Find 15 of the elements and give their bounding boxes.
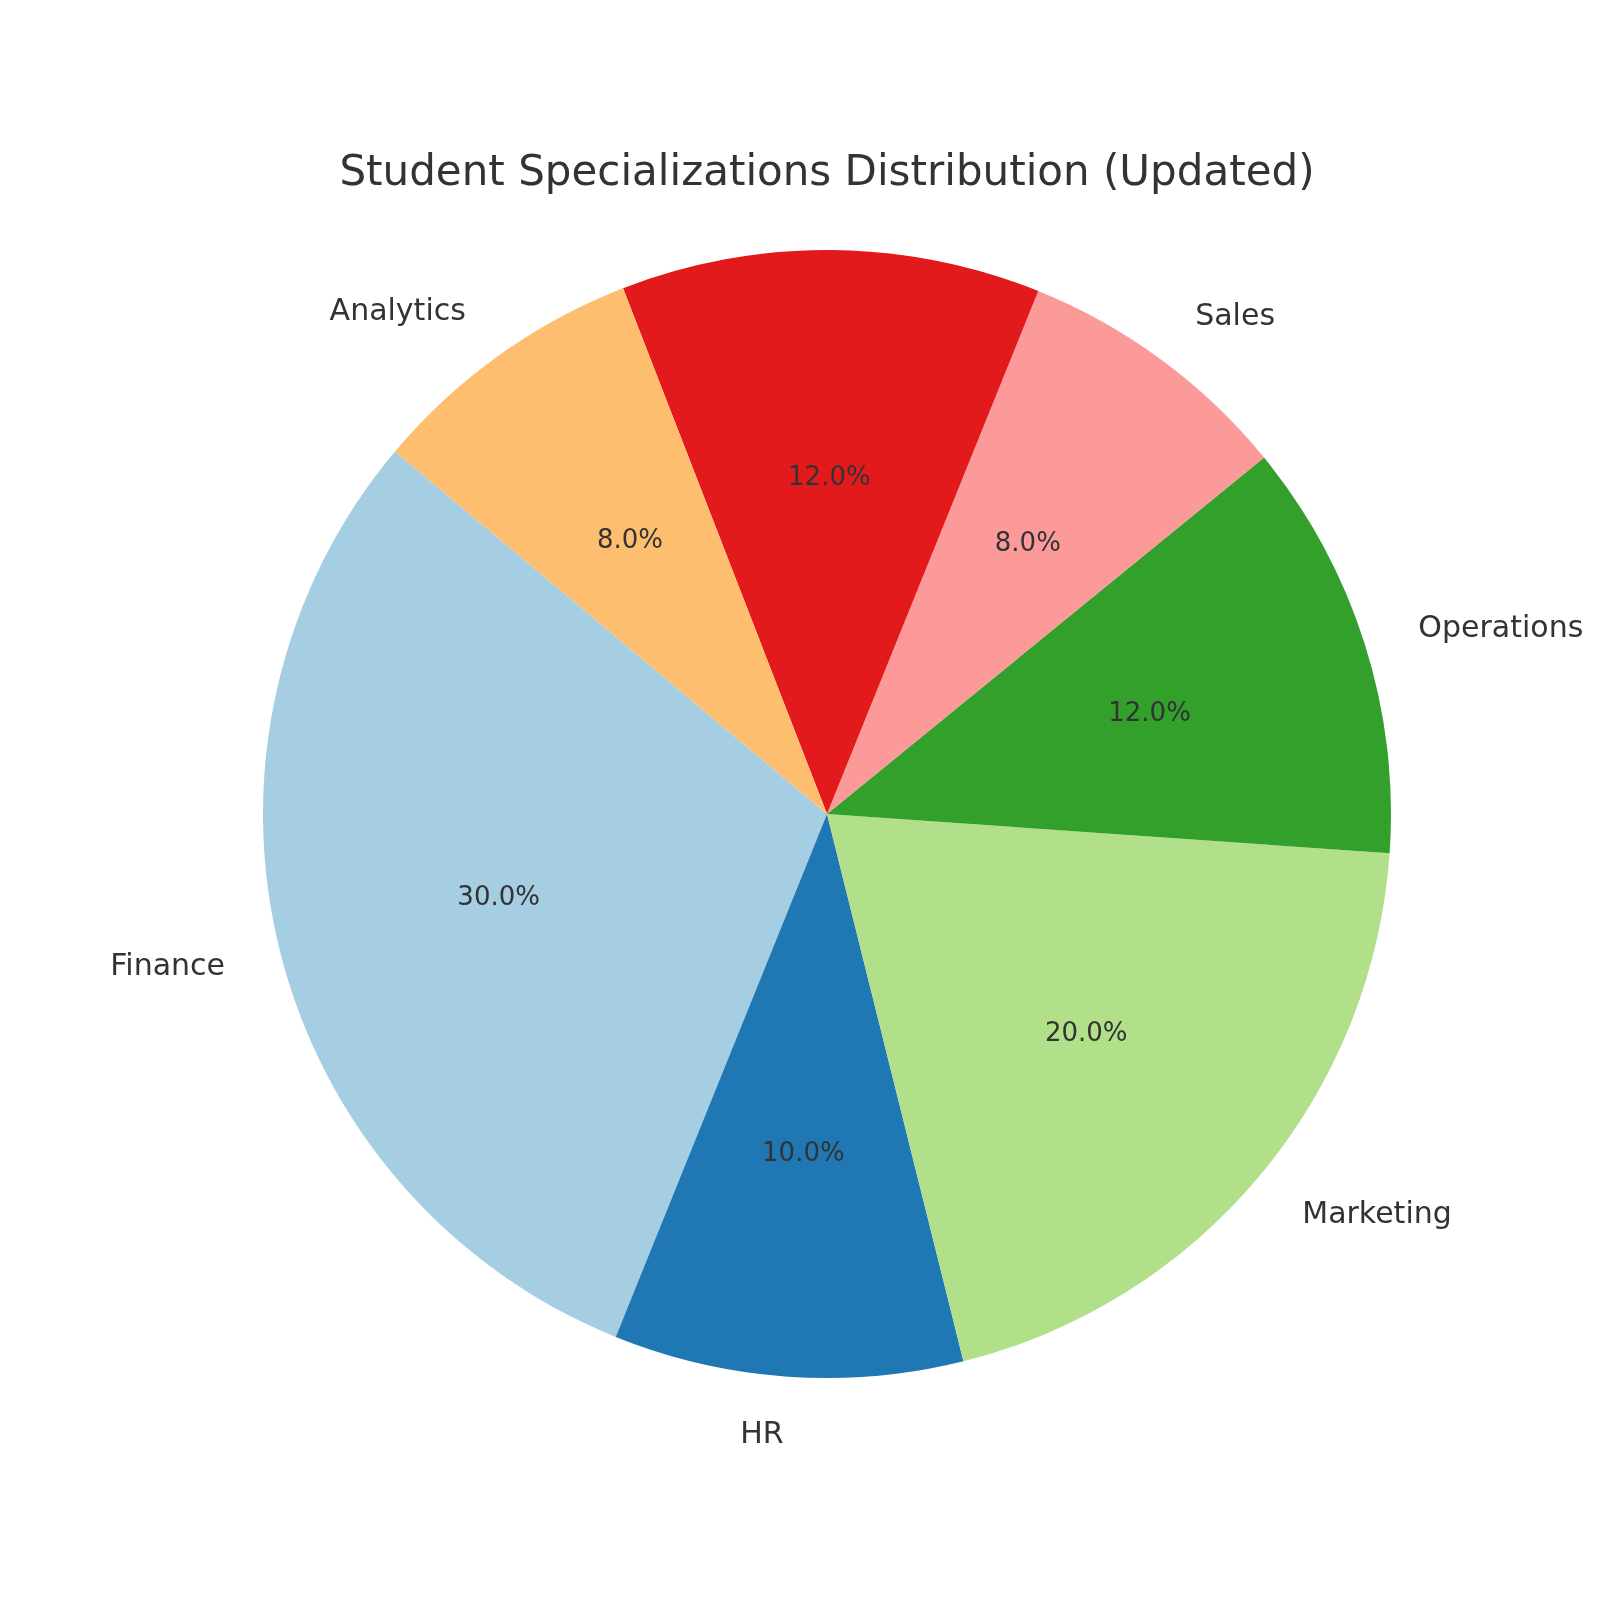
data-label: 10.0% — [762, 1136, 845, 1167]
data-label: 30.0% — [457, 880, 540, 911]
slice-label: Analytics — [329, 292, 466, 328]
data-label: 12.0% — [1108, 696, 1191, 727]
slice-label: Sales — [1195, 297, 1276, 333]
slice-label: HR — [740, 1415, 784, 1451]
data-label: 12.0% — [788, 460, 871, 491]
data-label: 20.0% — [1044, 1016, 1128, 1047]
pie-slice — [615, 814, 964, 1378]
data-label: 8.0% — [994, 526, 1061, 557]
data-label: 8.0% — [596, 523, 664, 554]
slice-label: Operations — [1418, 608, 1584, 644]
chart-title: Student Specializations Distribution (Updated) — [339, 145, 1315, 195]
slice-label: Finance — [110, 946, 226, 982]
slice-label: Marketing — [1302, 1195, 1452, 1231]
